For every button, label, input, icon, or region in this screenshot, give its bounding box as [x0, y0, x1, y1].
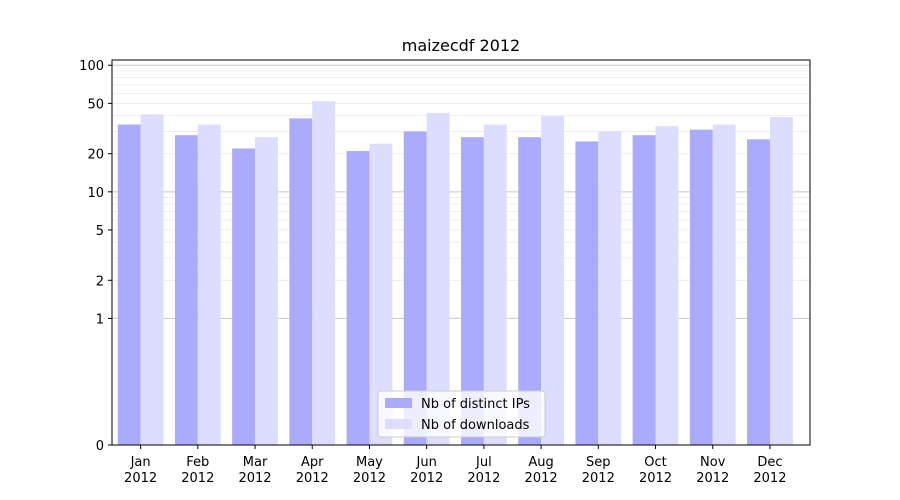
x-tick-year: 2012: [410, 471, 443, 486]
bars: [117, 101, 793, 446]
x-tick-year: 2012: [353, 471, 386, 486]
bar-downloads: [369, 143, 393, 445]
bar-distinct-ips: [289, 118, 313, 445]
x-tick-year: 2012: [696, 471, 729, 486]
x-tick-year: 2012: [181, 471, 214, 486]
x-tick-month: Nov: [700, 455, 726, 470]
chart-title: maizecdf 2012: [402, 36, 520, 55]
plot-frame: [111, 59, 811, 446]
bar-downloads: [769, 117, 793, 446]
bar-downloads: [483, 124, 507, 445]
x-tick-month: Oct: [644, 455, 666, 470]
bar-downloads: [312, 101, 336, 446]
x-tick-year: 2012: [753, 471, 786, 486]
x-axis: Jan2012Feb2012Mar2012Apr2012May2012Jun20…: [124, 445, 786, 486]
y-tick-label: 50: [87, 97, 104, 112]
bar-distinct-ips: [747, 139, 770, 445]
y-tick-label: 0: [96, 439, 104, 454]
bar-distinct-ips: [403, 131, 427, 445]
bar-distinct-ips: [117, 124, 141, 445]
y-tick-label: 20: [87, 148, 104, 163]
y-tick-label: 2: [96, 274, 104, 289]
y-axis: 0 1 2 5 10 20 50 100: [79, 59, 112, 454]
y-tick-label: 100: [79, 59, 104, 74]
bar-distinct-ips: [461, 137, 484, 446]
x-tick-year: 2012: [639, 471, 672, 486]
x-tick-month: May: [356, 455, 383, 470]
bar-downloads: [140, 114, 164, 445]
bar-distinct-ips: [689, 129, 713, 445]
legend-label: Nb of distinct IPs: [421, 397, 530, 412]
bar-distinct-ips: [575, 141, 599, 445]
legend-swatch: [385, 398, 412, 408]
x-tick-year: 2012: [525, 471, 558, 486]
x-tick-year: 2012: [582, 471, 615, 486]
y-tick-label: 10: [87, 186, 104, 201]
legend-box: [377, 390, 546, 438]
bar-distinct-ips: [346, 151, 370, 445]
x-tick-year: 2012: [467, 471, 500, 486]
bar-downloads: [541, 115, 564, 445]
bar-distinct-ips: [632, 135, 656, 445]
bar-distinct-ips: [518, 137, 542, 446]
y-tick-label: 1: [96, 312, 104, 327]
x-tick-month: Aug: [528, 455, 553, 470]
x-tick-month: Sep: [586, 455, 611, 470]
bar-downloads: [255, 137, 278, 446]
bar-downloads: [197, 124, 221, 445]
bar-distinct-ips: [232, 148, 256, 445]
x-tick-month: Jan: [130, 455, 151, 470]
x-tick-year: 2012: [124, 471, 157, 486]
x-tick-month: Jun: [416, 455, 437, 470]
bar-downloads: [598, 131, 622, 445]
x-tick-month: Dec: [757, 455, 782, 470]
x-tick-month: Jul: [475, 455, 492, 470]
x-tick-year: 2012: [296, 471, 329, 486]
legend-swatch: [385, 419, 412, 429]
bar-downloads: [712, 124, 736, 445]
bar-downloads: [426, 112, 450, 446]
x-tick-month: Mar: [243, 455, 268, 470]
bar-distinct-ips: [174, 135, 198, 445]
x-tick-year: 2012: [238, 471, 271, 486]
legend-label: Nb of downloads: [421, 418, 530, 433]
legend: Nb of distinct IPs Nb of downloads: [377, 390, 546, 438]
y-tick-label: 5: [96, 224, 104, 239]
bar-downloads: [655, 126, 679, 446]
x-tick-month: Apr: [301, 455, 324, 470]
x-tick-month: Feb: [186, 455, 209, 470]
